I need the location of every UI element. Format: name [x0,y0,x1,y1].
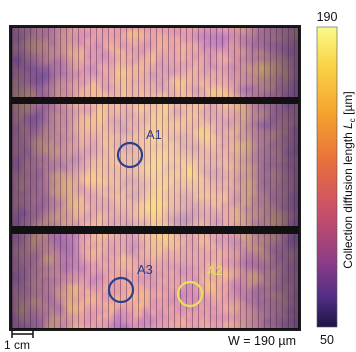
marker-a2-label: A2 [207,263,223,278]
colorbar [316,26,338,328]
cell-border [9,25,301,331]
marker-a1-circle [116,141,144,169]
scale-bar [11,330,34,338]
colorbar-min-label: 50 [320,333,334,347]
busbar-bottom [10,226,300,234]
busbar-top [10,97,300,104]
scale-bar-label: 1 cm [4,338,30,352]
marker-a2-circle [176,280,204,308]
marker-a3-label: A3 [137,262,153,277]
colorbar-title: Collection diffusion length Lc [µm] [341,91,356,268]
colorbar-max-label: 190 [317,10,338,24]
thickness-annotation: W = 190 µm [228,334,296,348]
grid-fingers [12,28,298,328]
lbic-map [9,25,301,331]
marker-a1-label: A1 [146,127,162,142]
marker-a3-circle [107,276,135,304]
